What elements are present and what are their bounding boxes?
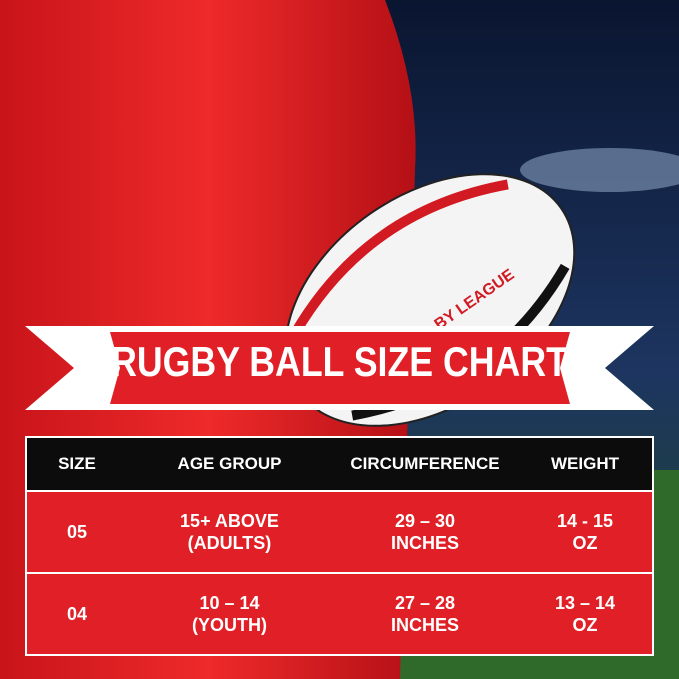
cell: 13 – 14 OZ [554,593,616,635]
ribbon-band [110,332,570,404]
table-row: 05 15+ ABOVE (ADULTS) 29 – 30 INCHES 14 … [27,490,652,572]
header-cell: WEIGHT [551,454,619,473]
header-cell: CIRCUMFERENCE [350,454,500,473]
cell: 14 - 15 OZ [556,511,614,553]
cell: 29 – 30 INCHES [390,511,459,553]
cell: 27 – 28 INCHES [390,593,459,635]
cell: 04 [66,604,88,624]
header-row: SIZE AGE GROUP CIRCUMFERENCE WEIGHT [27,438,652,490]
header-cell: SIZE [58,454,96,473]
header-cell: AGE GROUP [177,454,282,473]
table-row: 04 10 – 14 (YOUTH) 27 – 28 INCHES 13 – 1… [27,572,652,654]
banner-title: RUGBY BALL SIZE CHART [111,338,568,385]
size-table: SIZE AGE GROUP CIRCUMFERENCE WEIGHT 05 1… [25,436,654,656]
cell: 10 – 14 (YOUTH) [192,593,267,635]
cell: 05 [66,522,88,542]
cell: 15+ ABOVE (ADULTS) [180,511,279,553]
light [520,148,679,192]
